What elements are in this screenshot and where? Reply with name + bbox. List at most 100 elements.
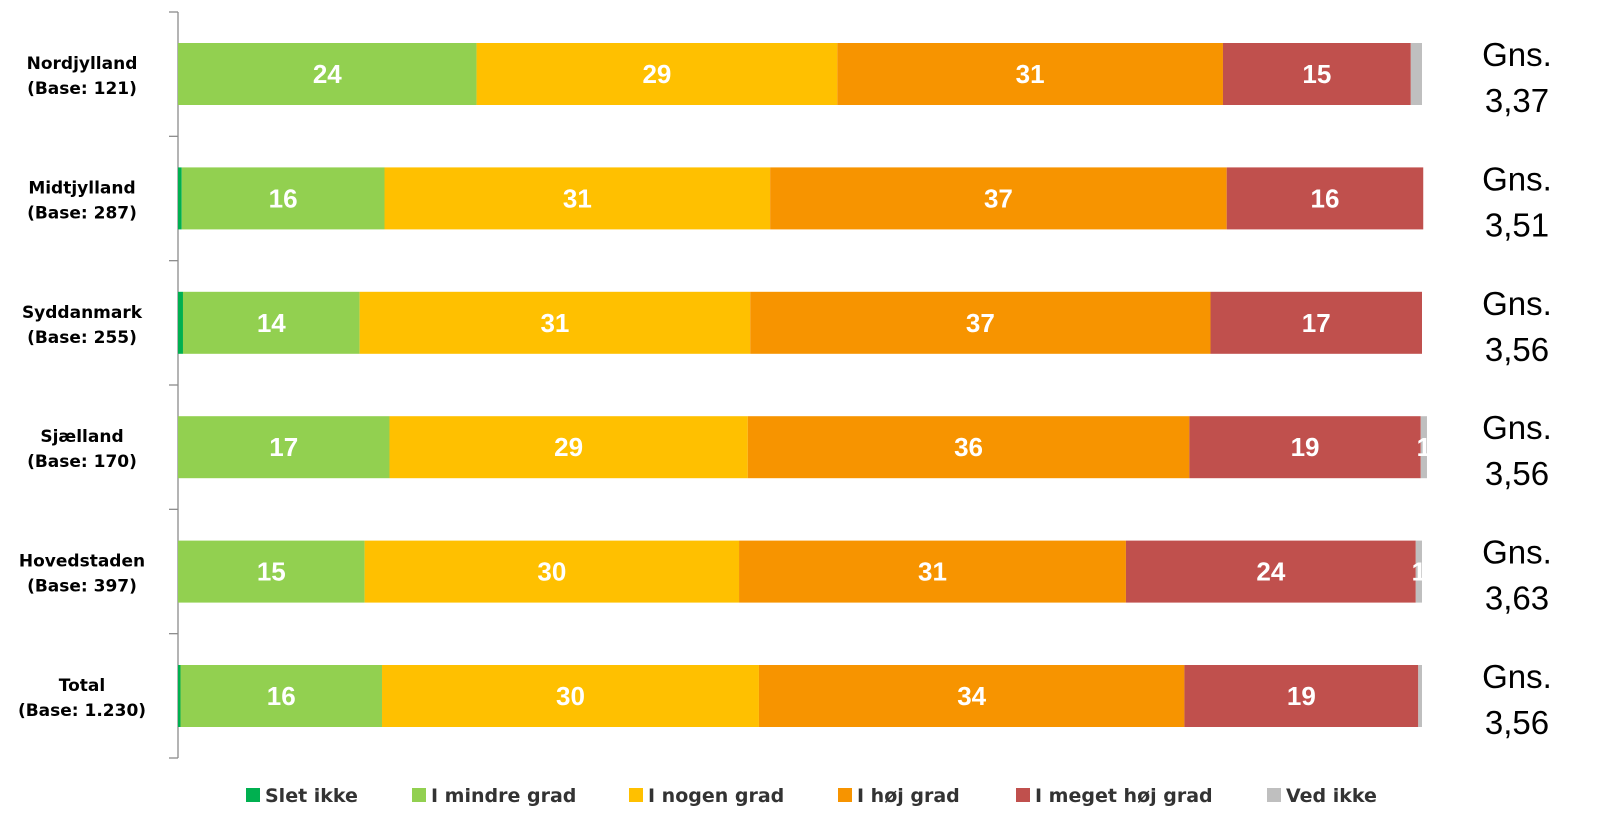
bar-segment — [182, 291, 360, 354]
bar-segment — [359, 291, 751, 354]
bar-segment — [364, 540, 740, 603]
legend-swatch — [412, 788, 426, 802]
legend-label: I høj grad — [857, 785, 960, 807]
bar-segment — [476, 43, 838, 105]
data-label: 30 — [556, 681, 585, 711]
data-label: 1 — [1417, 432, 1431, 462]
bar-segment — [1226, 167, 1424, 230]
legend-swatch — [629, 788, 643, 802]
bar-segment — [178, 167, 182, 230]
data-label: 31 — [540, 308, 569, 338]
average-value: 3,56 — [1485, 331, 1549, 368]
average-label: Gns. — [1482, 658, 1552, 695]
bar-segment — [180, 665, 383, 727]
category-label: Hovedstaden (Base: 397) — [19, 552, 145, 597]
category-name: Hovedstaden — [19, 552, 145, 572]
bar-segment — [739, 540, 1126, 603]
bar-segment — [1418, 665, 1422, 727]
bar-segment — [1410, 43, 1422, 105]
data-label: 37 — [984, 183, 1013, 213]
category-base: (Base: 170) — [27, 452, 137, 472]
bar-segment — [178, 665, 181, 727]
data-label: 29 — [642, 59, 671, 89]
bar-segment — [758, 665, 1185, 727]
average-label: Gns. — [1482, 160, 1552, 197]
bars-layer: 24 29 31 15 16 31 37 16 14 31 37 17 17 29 36 19 1 15 30 31 2… — [178, 43, 1431, 727]
legend-item: I nogen grad — [629, 785, 784, 807]
data-label: 19 — [1291, 432, 1320, 462]
category-base: (Base: 255) — [27, 328, 137, 348]
bar-segment — [1184, 665, 1419, 727]
average-label: Gns. — [1482, 285, 1552, 322]
data-label: 24 — [313, 59, 342, 89]
legend-swatch — [1016, 788, 1030, 802]
category-name: Sjælland — [40, 427, 123, 447]
bar-segment — [1189, 416, 1421, 479]
bar-segment — [1210, 291, 1422, 354]
category-label: Midtjylland (Base: 287) — [27, 178, 137, 223]
average-labels-layer: Gns. 3,37 Gns. 3,51 Gns. 3,56 Gns. 3,56 Gns. 3,63… — [1482, 36, 1552, 741]
data-label: 31 — [563, 183, 592, 213]
category-label: Sjælland (Base: 170) — [27, 427, 137, 472]
legend-item: Slet ikke — [246, 785, 358, 807]
bar-segment — [1415, 540, 1422, 603]
data-label: 31 — [918, 557, 947, 587]
data-label: 24 — [1256, 557, 1285, 587]
legend-label: I mindre grad — [431, 785, 576, 807]
y-axis-layer — [169, 11, 179, 759]
average-label: Gns. — [1482, 534, 1552, 571]
average-label: Gns. — [1482, 409, 1552, 446]
bar-segment — [178, 43, 477, 105]
legend: Slet ikke I mindre grad I nogen grad I høj … — [246, 785, 1377, 807]
data-label: 16 — [1311, 183, 1340, 213]
data-label: 37 — [966, 308, 995, 338]
bar-segment — [750, 291, 1211, 354]
data-label: 17 — [1302, 308, 1331, 338]
legend-item: Ved ikke — [1267, 785, 1377, 807]
average-value: 3,56 — [1485, 455, 1549, 492]
average-value: 3,37 — [1485, 82, 1549, 119]
category-labels-layer: Nordjylland (Base: 121) Midtjylland (Base: … — [18, 54, 146, 721]
legend-label: I meget høj grad — [1035, 785, 1213, 807]
bar-segment — [178, 416, 390, 479]
bar-segment — [382, 665, 759, 727]
data-label: 34 — [957, 681, 986, 711]
average-value: 3,63 — [1485, 580, 1549, 617]
legend-item: I høj grad — [838, 785, 960, 807]
category-base: (Base: 1.230) — [18, 701, 146, 721]
bar-segment — [770, 167, 1227, 230]
bar-segment — [1125, 540, 1416, 603]
data-label: 14 — [257, 308, 286, 338]
bar-segment — [389, 416, 748, 479]
legend-label: Ved ikke — [1286, 785, 1377, 807]
category-label: Total (Base: 1.230) — [18, 676, 146, 721]
legend-item: I mindre grad — [412, 785, 576, 807]
category-name: Total — [59, 676, 105, 696]
data-label: 15 — [257, 557, 286, 587]
data-label: 15 — [1302, 59, 1331, 89]
data-label: 16 — [267, 681, 296, 711]
average-label: Gns. — [1482, 36, 1552, 73]
category-name: Nordjylland — [27, 54, 138, 74]
bar-segment — [747, 416, 1190, 479]
category-base: (Base: 397) — [27, 577, 137, 597]
category-name: Midtjylland — [28, 178, 135, 198]
data-label: 31 — [1016, 59, 1045, 89]
bar-segment — [837, 43, 1223, 105]
data-label: 17 — [269, 432, 298, 462]
legend-swatch — [838, 788, 852, 802]
data-label: 29 — [554, 432, 583, 462]
average-value: 3,51 — [1485, 206, 1549, 243]
data-label: 30 — [537, 557, 566, 587]
category-label: Nordjylland (Base: 121) — [27, 54, 138, 99]
data-label: 19 — [1287, 681, 1316, 711]
legend-item: I meget høj grad — [1016, 785, 1213, 807]
bar-segment — [384, 167, 771, 230]
data-label: 36 — [954, 432, 983, 462]
category-base: (Base: 287) — [27, 203, 137, 223]
legend-swatch — [1267, 788, 1281, 802]
bar-segment — [1222, 43, 1411, 105]
legend-label: I nogen grad — [648, 785, 784, 807]
legend-label: Slet ikke — [265, 785, 358, 807]
